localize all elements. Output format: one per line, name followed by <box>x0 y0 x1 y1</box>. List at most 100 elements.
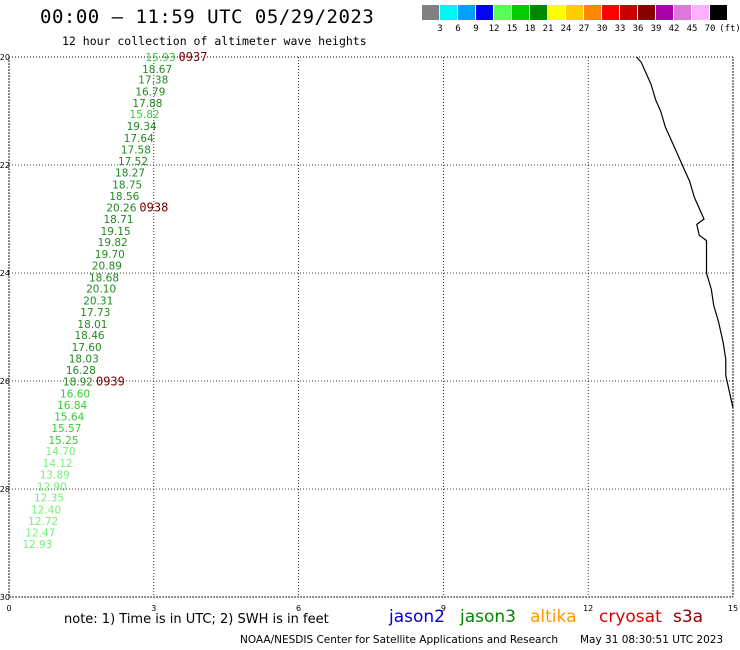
legend-swatch <box>530 5 547 20</box>
wave-height-value: 17.88 <box>132 98 162 110</box>
legend-swatch <box>494 5 511 20</box>
wave-height-value: 16.79 <box>135 87 165 99</box>
wave-height-value: 18.71 <box>103 214 133 226</box>
legend-label: 39 <box>650 24 662 34</box>
wave-height-value: 17.64 <box>124 133 154 145</box>
lon-tick-label: 6 <box>296 604 301 613</box>
legend-label: 12 <box>488 24 500 34</box>
pass-time-label: 0938 <box>139 201 168 215</box>
wave-height-value: 12.40 <box>31 505 61 517</box>
lat-tick-label: -24 <box>0 269 10 278</box>
wave-height-value: 18.75 <box>112 179 142 191</box>
satellite-jason3: jason3 <box>460 607 516 627</box>
legend-swatch <box>566 5 583 20</box>
wave-height-value: 12.93 <box>22 539 52 551</box>
legend-label: 33 <box>614 24 626 34</box>
legend-swatch <box>710 5 727 20</box>
map-title: 00:00 – 11:59 UTC 05/29/2023 <box>40 6 375 28</box>
wave-height-value: 12.47 <box>25 528 55 540</box>
satellite-jason2: jason2 <box>389 607 445 627</box>
wave-height-value: 19.70 <box>95 249 125 261</box>
legend-swatch <box>422 5 439 20</box>
wave-height-value: 20.31 <box>83 296 113 308</box>
wave-height-value: 15.82 <box>130 109 160 121</box>
wave-height-value: 18.03 <box>69 353 99 365</box>
lat-tick-label: -28 <box>0 485 10 494</box>
wave-height-value: 12.72 <box>28 516 58 528</box>
legend-swatch <box>440 5 457 20</box>
map-subtitle: 12 hour collection of altimeter wave hei… <box>62 34 367 48</box>
legend-label: 70 <box>704 24 716 34</box>
lon-tick-label: 9 <box>441 604 446 613</box>
lon-tick-label: 3 <box>151 604 156 613</box>
lon-tick-label: 0 <box>6 604 11 613</box>
legend-swatch <box>512 5 529 20</box>
wave-height-value: 18.68 <box>89 272 119 284</box>
wave-height-value: 19.82 <box>98 237 128 249</box>
satellite-altika: altika <box>530 607 577 627</box>
legend-swatch <box>458 5 475 20</box>
wave-height-value: 17.38 <box>138 75 168 87</box>
wave-height-value: 17.60 <box>72 342 102 354</box>
generation-timestamp: May 31 08:30:51 UTC 2023 <box>580 634 724 646</box>
lon-tick-label: 15 <box>728 604 738 613</box>
legend-label: 42 <box>668 24 680 34</box>
legend-label: 45 <box>686 24 698 34</box>
wave-height-value: 15.25 <box>48 435 78 447</box>
pass-time-label: 0937 <box>179 50 208 64</box>
lat-tick-label: -30 <box>0 593 10 602</box>
coastline <box>636 56 734 409</box>
wave-height-value: 20.10 <box>86 284 116 296</box>
wave-height-value: 12.90 <box>37 481 67 493</box>
wave-height-value: 19.34 <box>127 121 157 133</box>
wave-height-value: 18.92 <box>63 377 93 389</box>
lon-tick-label: 12 <box>583 604 593 613</box>
wave-height-value: 17.52 <box>118 156 148 168</box>
lat-tick-label: -20 <box>0 53 10 62</box>
satellite-cryosat: cryosat <box>599 607 662 627</box>
lat-tick-label: -26 <box>0 377 10 386</box>
wave-height-value: 16.60 <box>60 388 90 400</box>
legend-unit: (ft) <box>719 24 740 34</box>
map-frame <box>8 56 734 598</box>
wave-height-value: 16.28 <box>66 365 96 377</box>
legend-label: 36 <box>632 24 644 34</box>
wave-height-value: 18.27 <box>115 168 145 180</box>
legend-swatch <box>674 5 691 20</box>
legend-label: 9 <box>473 24 479 34</box>
footnote: note: 1) Time is in UTC; 2) SWH is in fe… <box>64 612 329 627</box>
legend-swatch <box>602 5 619 20</box>
legend-label: 27 <box>578 24 590 34</box>
wave-height-value: 20.89 <box>92 260 122 272</box>
legend-swatch <box>584 5 601 20</box>
wave-height-value: 15.57 <box>51 423 81 435</box>
legend-swatch <box>476 5 493 20</box>
legend-label: 24 <box>560 24 572 34</box>
wave-height-value: 18.56 <box>109 191 139 203</box>
wave-height-value: 12.35 <box>34 493 64 505</box>
wave-height-value: 17.58 <box>121 144 151 156</box>
wave-height-value: 17.73 <box>80 307 110 319</box>
legend-swatch <box>692 5 709 20</box>
lat-tick-label: -22 <box>0 161 10 170</box>
satellite-s3a: s3a <box>673 607 704 627</box>
wave-height-value: 18.46 <box>75 330 105 342</box>
wave-height-value: 20.26 <box>106 203 136 215</box>
legend-label: 15 <box>506 24 518 34</box>
legend-swatch <box>620 5 637 20</box>
wave-height-value: 18.67 <box>142 64 172 76</box>
wave-height-value: 14.12 <box>43 458 73 470</box>
wave-height-value: 13.89 <box>40 469 70 481</box>
legend-swatch <box>548 5 565 20</box>
legend-label: 6 <box>455 24 461 34</box>
wave-height-value: 18.01 <box>77 319 107 331</box>
wave-height-value: 16.84 <box>57 400 87 412</box>
credit-line: NOAA/NESDIS Center for Satellite Applica… <box>240 634 558 646</box>
wave-height-value: 19.15 <box>101 226 131 238</box>
legend-label: 21 <box>542 24 554 34</box>
wave-height-value: 15.64 <box>54 412 84 424</box>
wave-height-value: 15.93 <box>145 52 175 64</box>
pass-time-label: 0939 <box>96 375 125 389</box>
legend-label: 3 <box>437 24 443 34</box>
